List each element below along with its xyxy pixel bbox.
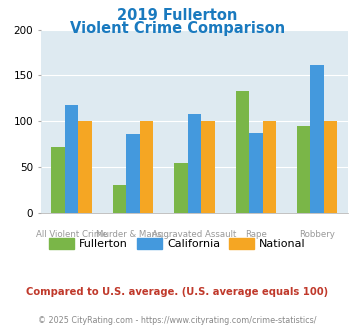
Legend: Fullerton, California, National: Fullerton, California, National <box>45 234 310 253</box>
Bar <box>187 114 201 213</box>
Text: Compared to U.S. average. (U.S. average equals 100): Compared to U.S. average. (U.S. average … <box>26 287 329 297</box>
Bar <box>174 163 187 213</box>
Text: Violent Crime Comparison: Violent Crime Comparison <box>70 21 285 36</box>
Text: Murder & Mans...: Murder & Mans... <box>96 230 170 239</box>
Bar <box>324 121 338 213</box>
Bar <box>201 121 215 213</box>
Bar <box>78 121 92 213</box>
Bar <box>235 91 249 213</box>
Text: All Violent Crime: All Violent Crime <box>36 230 107 239</box>
Bar <box>65 105 78 213</box>
Bar <box>297 126 310 213</box>
Bar <box>249 133 263 213</box>
Bar <box>51 147 65 213</box>
Bar <box>126 134 140 213</box>
Text: Aggravated Assault: Aggravated Assault <box>152 230 236 239</box>
Bar <box>140 121 153 213</box>
Text: 2019 Fullerton: 2019 Fullerton <box>117 8 238 23</box>
Bar <box>310 65 324 213</box>
Text: © 2025 CityRating.com - https://www.cityrating.com/crime-statistics/: © 2025 CityRating.com - https://www.city… <box>38 316 317 325</box>
Text: Robbery: Robbery <box>299 230 335 239</box>
Bar <box>263 121 276 213</box>
Text: Rape: Rape <box>245 230 267 239</box>
Bar <box>113 185 126 213</box>
